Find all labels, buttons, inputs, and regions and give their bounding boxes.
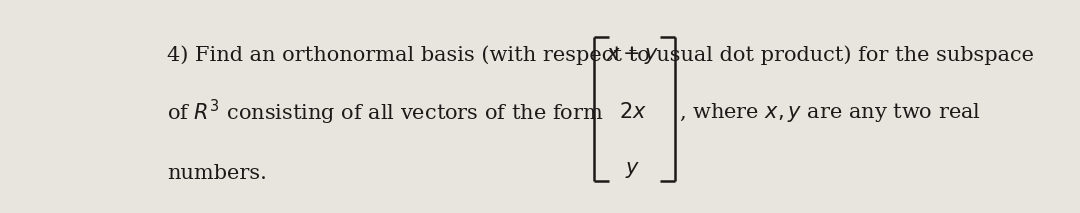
Text: of $R^3$ consisting of all vectors of the form: of $R^3$ consisting of all vectors of th…	[166, 98, 604, 127]
Text: , where $x, y$ are any two real: , where $x, y$ are any two real	[679, 101, 981, 124]
Text: numbers.: numbers.	[166, 164, 267, 183]
Text: 4) Find an orthonormal basis (with respect to usual dot product) for the subspac: 4) Find an orthonormal basis (with respe…	[166, 45, 1034, 65]
Text: $y$: $y$	[625, 160, 640, 180]
Text: $x + y$: $x + y$	[607, 45, 660, 66]
Text: $2x$: $2x$	[619, 102, 647, 122]
